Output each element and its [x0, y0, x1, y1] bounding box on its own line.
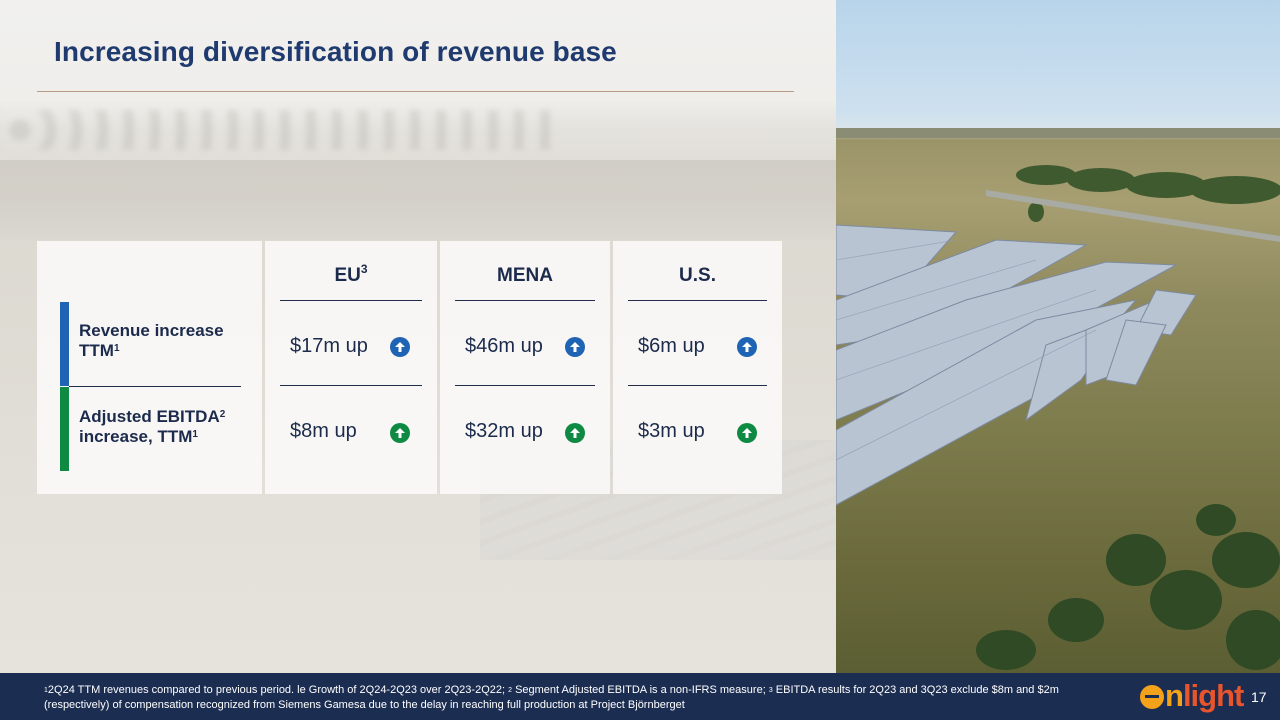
header-divider	[455, 300, 595, 301]
arrow-up-circle-icon	[390, 423, 410, 443]
row-divider	[280, 385, 422, 386]
value-revenue-mena: $46m up	[465, 335, 543, 357]
header-divider	[280, 300, 422, 301]
value-ebitda-us: $3m up	[638, 420, 705, 442]
arrow-up-circle-icon	[390, 337, 410, 357]
column-header-us: U.S.	[679, 265, 716, 286]
enlight-logo: n light	[1140, 679, 1244, 713]
title-divider	[37, 91, 794, 92]
value-ebitda-eu: $8m up	[290, 420, 357, 442]
row-label-ebitda: Adjusted EBITDA2 increase, TTM1	[79, 407, 226, 446]
footnote-text: 12Q24 TTM revenues compared to previous …	[44, 684, 1059, 711]
logo-e-mark	[1140, 685, 1164, 709]
row-divider	[455, 385, 595, 386]
column-header-eu: EU3	[334, 262, 368, 286]
solar-farm-photo	[836, 0, 1280, 673]
footer-bar: 12Q24 TTM revenues compared to previous …	[0, 673, 1280, 720]
revenue-accent-bar	[60, 302, 69, 386]
header-divider	[628, 300, 767, 301]
column-us: U.S. $6m up $3m up	[613, 241, 782, 494]
column-mena: MENA $46m up $32m up	[440, 241, 610, 494]
value-revenue-eu: $17m up	[290, 335, 368, 357]
page-number: 17	[1251, 689, 1267, 705]
slide-title: Increasing diversification of revenue ba…	[54, 36, 617, 67]
arrow-up-circle-icon	[737, 337, 757, 357]
column-header-mena: MENA	[497, 265, 553, 286]
row-divider	[628, 385, 767, 386]
row-label-column: Revenue increase TTM1 Adjusted EBITDA2 i…	[37, 241, 262, 494]
arrow-up-circle-icon	[565, 423, 585, 443]
revenue-ebitda-table: Revenue increase TTM1 Adjusted EBITDA2 i…	[37, 241, 782, 494]
row-divider	[69, 386, 241, 387]
value-ebitda-mena: $32m up	[465, 420, 543, 442]
column-eu: EU3 $17m up $8m up	[265, 241, 437, 494]
row-label-revenue: Revenue increase TTM1	[79, 321, 224, 360]
ebitda-accent-bar	[60, 387, 69, 471]
arrow-up-circle-icon	[565, 337, 585, 357]
value-revenue-us: $6m up	[638, 335, 705, 357]
arrow-up-circle-icon	[737, 423, 757, 443]
